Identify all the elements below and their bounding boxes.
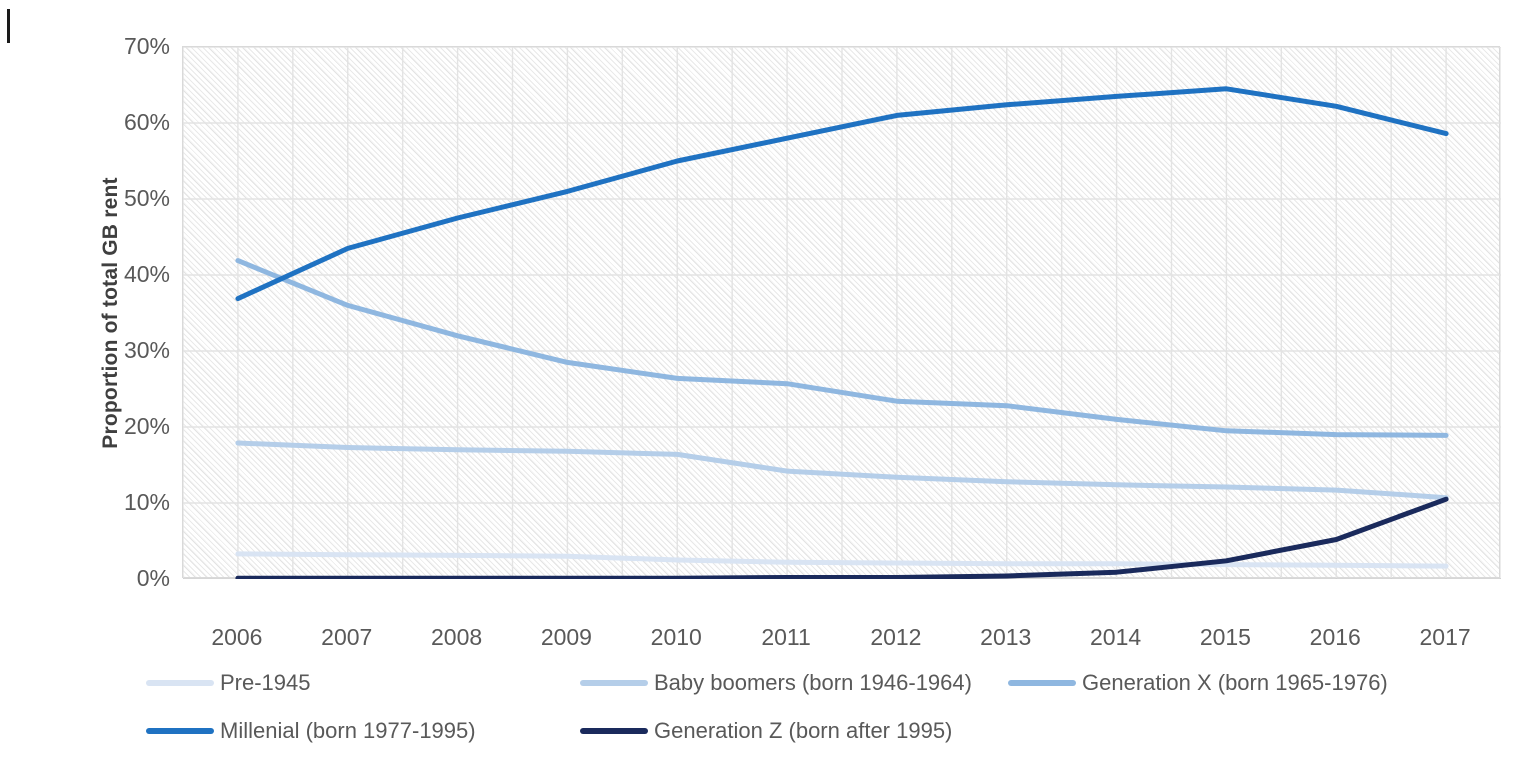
legend-swatch-icon bbox=[146, 680, 214, 686]
legend-label: Generation Z (born after 1995) bbox=[654, 718, 953, 743]
x-tick-label: 2011 bbox=[761, 624, 811, 650]
plot-area bbox=[182, 46, 1501, 579]
x-tick-label: 2012 bbox=[870, 624, 922, 650]
legend-item-2: Generation X (born 1965-1976) bbox=[1008, 669, 1388, 697]
x-tick-label: 2006 bbox=[211, 624, 263, 650]
series-line-1 bbox=[235, 440, 1449, 501]
legend-label: Millenial (born 1977-1995) bbox=[220, 718, 476, 743]
y-tick-label: 20% bbox=[123, 413, 170, 439]
x-tick-label: 2015 bbox=[1199, 624, 1251, 650]
series-line-3 bbox=[235, 86, 1449, 302]
series-line-2 bbox=[235, 258, 1449, 438]
y-tick-label: 30% bbox=[123, 337, 170, 363]
legend-item-1: Baby boomers (born 1946-1964) bbox=[580, 669, 972, 697]
series-line-4 bbox=[235, 496, 1449, 579]
legend-swatch-icon bbox=[1008, 680, 1076, 686]
x-tick-label: 2016 bbox=[1309, 624, 1361, 650]
series-line-0 bbox=[235, 551, 1449, 569]
legend-item-3: Millenial (born 1977-1995) bbox=[146, 717, 476, 745]
y-tick-label: 50% bbox=[123, 185, 170, 211]
legend-label: Baby boomers (born 1946-1964) bbox=[654, 670, 972, 695]
legend-label: Generation X (born 1965-1976) bbox=[1082, 670, 1388, 695]
crop-artifact-line bbox=[7, 9, 10, 43]
y-tick-label: 70% bbox=[123, 33, 170, 59]
x-tick-label: 2008 bbox=[430, 624, 483, 650]
legend-label: Pre-1945 bbox=[220, 670, 311, 695]
x-tick-label: 2014 bbox=[1089, 624, 1142, 650]
legend-swatch-icon bbox=[580, 680, 648, 686]
y-tick-label: 40% bbox=[123, 261, 170, 287]
y-tick-label: 60% bbox=[123, 109, 170, 135]
legend-swatch-icon bbox=[580, 728, 648, 734]
x-tick-label: 2009 bbox=[540, 624, 592, 650]
legend-item-4: Generation Z (born after 1995) bbox=[580, 717, 952, 745]
x-tick-label: 2010 bbox=[650, 624, 702, 650]
x-tick-label: 2013 bbox=[980, 624, 1032, 650]
chart-canvas bbox=[183, 47, 1501, 579]
legend-item-0: Pre-1945 bbox=[146, 669, 311, 697]
y-tick-label: 0% bbox=[136, 565, 170, 591]
x-tick-label: 2017 bbox=[1419, 624, 1471, 650]
y-tick-label: 10% bbox=[123, 489, 170, 515]
legend-swatch-icon bbox=[146, 728, 214, 734]
x-tick-label: 2007 bbox=[321, 624, 373, 650]
